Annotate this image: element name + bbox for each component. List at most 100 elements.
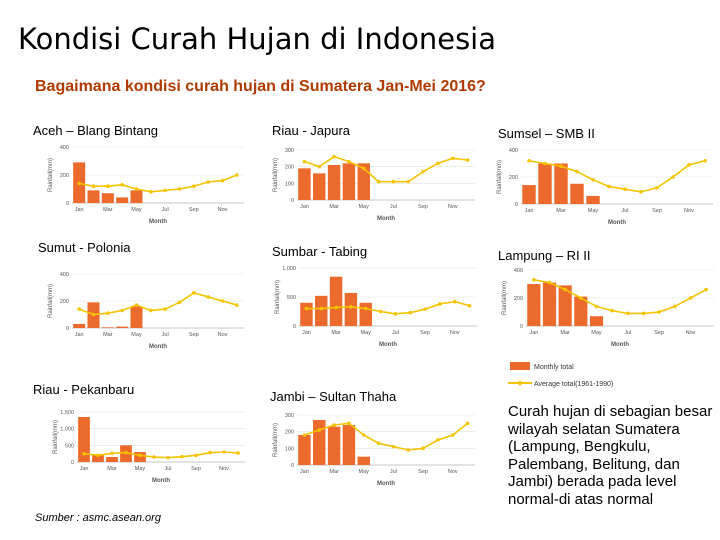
x-axis-label: Month [611, 342, 629, 348]
average-point [302, 433, 307, 437]
average-point [527, 159, 531, 163]
average-point [575, 169, 579, 174]
average-point [180, 454, 184, 459]
chart-title: Sumut - Polonia [38, 240, 131, 255]
average-point [347, 159, 351, 164]
bar [538, 163, 552, 204]
bar [130, 190, 143, 203]
average-point [152, 455, 156, 459]
average-point [688, 296, 693, 300]
x-tick-label: Nov [218, 332, 228, 338]
y-axis-label: Rainfall(mm) [273, 158, 279, 192]
legend-point [517, 380, 523, 386]
x-tick-label: Nov [450, 330, 460, 336]
average-point [452, 299, 457, 304]
x-tick-label: Mar [329, 204, 339, 210]
x-tick-label: Jan [302, 330, 311, 336]
average-point [563, 287, 567, 292]
average-point [106, 184, 110, 188]
x-tick-label: Jan [75, 332, 84, 338]
y-axis-label: Rainfall(mm) [502, 281, 508, 315]
legend-label: Monthly total [534, 364, 574, 371]
x-tick-label: Sep [418, 469, 428, 475]
average-point [332, 423, 336, 427]
average-point [82, 451, 86, 456]
average-point [106, 311, 110, 315]
average-point [163, 307, 167, 311]
bar [73, 323, 86, 328]
average-point [120, 183, 124, 187]
bar [554, 163, 568, 204]
average-point [671, 175, 675, 179]
average-point [450, 156, 455, 161]
average-point [421, 446, 425, 451]
bar [574, 296, 588, 326]
chart-title: Lampung – RI II [498, 248, 591, 263]
average-point [124, 450, 128, 455]
y-tick-label: 200 [60, 299, 69, 305]
y-tick-label: 200 [60, 173, 69, 179]
average-point [220, 178, 225, 183]
bar [342, 425, 356, 465]
x-tick-label: Sep [189, 332, 199, 338]
average-point [657, 310, 661, 314]
bar [342, 163, 356, 200]
y-tick-label: 0 [291, 463, 294, 469]
x-tick-label: Mar [560, 330, 570, 336]
bar [327, 426, 341, 465]
average-line [306, 300, 470, 315]
x-tick-label: May [361, 330, 372, 336]
average-point [626, 311, 630, 316]
y-axis-label: Rainfall(mm) [48, 284, 54, 318]
average-line [304, 155, 468, 183]
bar [315, 295, 328, 326]
x-tick-label: Sep [420, 330, 430, 336]
y-tick-label: 200 [285, 430, 294, 436]
average-point [378, 309, 383, 314]
y-axis-label: Rainfall(mm) [273, 423, 279, 457]
x-tick-label: Jan [300, 469, 309, 475]
x-tick-label: Jul [390, 469, 397, 475]
x-axis-label: Month [377, 481, 395, 487]
x-tick-label: May [135, 466, 146, 472]
average-point [547, 280, 552, 285]
average-line [304, 422, 469, 451]
x-tick-label: Jan [529, 330, 538, 336]
bar [298, 435, 311, 465]
average-point [134, 187, 139, 191]
x-tick-label: May [131, 332, 142, 338]
average-point [594, 304, 599, 309]
x-tick-label: Nov [448, 469, 458, 475]
x-tick-label: May [588, 208, 599, 214]
average-point [363, 306, 368, 311]
x-tick-label: May [359, 469, 370, 475]
average-point [532, 278, 536, 282]
y-tick-label: 0 [293, 324, 296, 330]
y-tick-label: 200 [514, 296, 523, 302]
bar [327, 165, 341, 200]
y-tick-label: 0 [291, 198, 294, 204]
x-tick-label: Sep [191, 466, 201, 472]
x-tick-label: Sep [654, 330, 664, 336]
average-point [208, 450, 212, 455]
bar [130, 306, 143, 328]
average-point [467, 303, 472, 308]
bar [313, 173, 326, 200]
x-axis-label: Month [149, 219, 167, 225]
average-point [591, 177, 595, 182]
chart-title: Riau - Japura [272, 123, 351, 138]
average-point [206, 295, 210, 299]
average-point [639, 190, 643, 194]
bar [300, 302, 313, 326]
bar [542, 282, 557, 326]
average-point [687, 163, 691, 167]
bar [527, 284, 541, 326]
x-tick-label: Mar [103, 207, 113, 213]
x-tick-label: Jul [162, 207, 169, 213]
average-point [406, 179, 411, 184]
bar [329, 276, 343, 326]
y-tick-label: 400 [509, 148, 518, 154]
average-point [361, 433, 366, 437]
y-axis-label: Rainfall(mm) [48, 158, 54, 192]
slide-subtitle: Bagaimana kondisi curah hujan di Sumater… [35, 78, 486, 95]
